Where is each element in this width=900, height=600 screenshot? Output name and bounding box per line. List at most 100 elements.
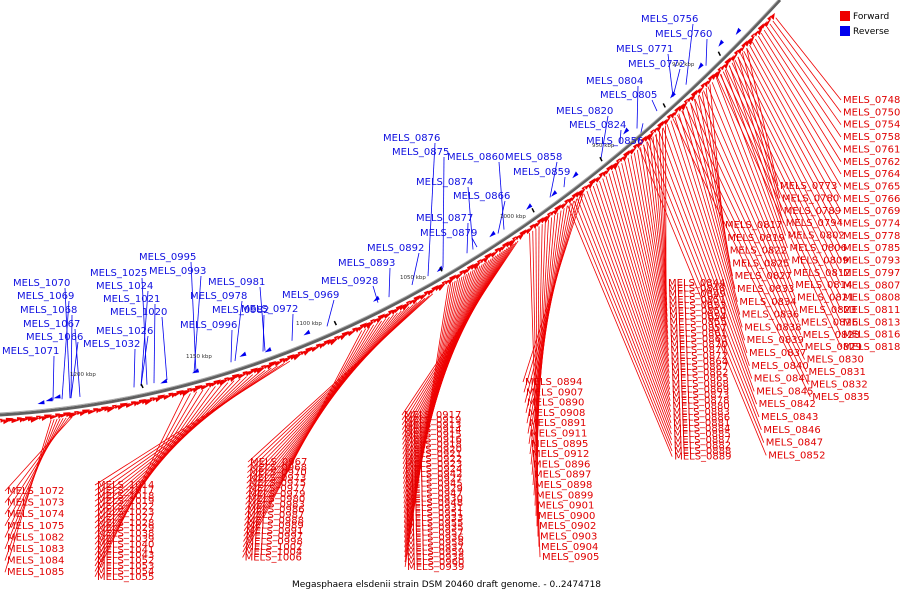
forward-gene bbox=[484, 252, 492, 261]
forward-gene-label: MELS_0819 bbox=[727, 233, 784, 244]
forward-gene-label: MELS_0899 bbox=[536, 490, 593, 501]
forward-gene-label-leader bbox=[658, 131, 755, 392]
forward-gene bbox=[274, 360, 285, 367]
forward-gene bbox=[174, 392, 182, 397]
forward-gene-label: MELS_0855 bbox=[669, 317, 726, 328]
forward-gene-label: MELS_0813 bbox=[843, 317, 900, 328]
forward-gene-label-leader bbox=[94, 389, 204, 561]
forward-gene bbox=[512, 235, 517, 241]
legend-reverse-swatch bbox=[840, 26, 850, 36]
forward-gene bbox=[673, 109, 679, 116]
forward-gene-label: MELS_0908 bbox=[528, 408, 585, 419]
forward-gene-label-leader bbox=[630, 155, 669, 345]
forward-gene-label: MELS_1022 bbox=[97, 502, 154, 513]
forward-gene-label-leader bbox=[404, 278, 461, 543]
reverse-gene bbox=[37, 400, 45, 405]
forward-gene-label: MELS_0881 bbox=[673, 418, 730, 429]
forward-gene-label-leader bbox=[694, 99, 733, 277]
forward-gene-label-leader bbox=[404, 276, 463, 538]
forward-gene-label-leader bbox=[654, 134, 757, 405]
forward-gene-label: MELS_0814 bbox=[795, 280, 852, 291]
forward-gene-label-leader bbox=[242, 330, 363, 558]
forward-gene-label-leader bbox=[755, 38, 842, 187]
reverse-leader bbox=[153, 303, 156, 384]
forward-gene-label-leader bbox=[722, 71, 842, 323]
forward-gene-label-leader bbox=[94, 360, 291, 486]
forward-gene-label: MELS_0931 bbox=[406, 503, 463, 514]
forward-gene-label: MELS_0914 bbox=[404, 425, 461, 436]
forward-gene-label-leader bbox=[698, 94, 800, 323]
reverse-leader bbox=[262, 314, 265, 352]
reverse-gene-label: MELS_0996 bbox=[180, 320, 237, 331]
forward-gene-label: MELS_0754 bbox=[843, 120, 900, 131]
forward-gene-label: MELS_0905 bbox=[542, 552, 599, 563]
reverse-leader bbox=[705, 38, 708, 66]
forward-gene-label-leader bbox=[624, 160, 669, 356]
forward-gene-label-leader bbox=[602, 178, 671, 396]
forward-gene-label-leader bbox=[4, 418, 61, 538]
forward-gene bbox=[394, 307, 401, 314]
forward-gene-label: MELS_0970 bbox=[249, 468, 306, 479]
forward-gene-label: MELS_0873 bbox=[672, 390, 729, 401]
forward-gene bbox=[149, 397, 155, 401]
forward-gene-label: MELS_0980 bbox=[248, 494, 305, 505]
forward-gene-label: MELS_0942 bbox=[405, 469, 462, 480]
forward-gene-label-leader bbox=[4, 418, 64, 526]
gene-labels: MELS_0756 MELS_0760 MELS_0771 MELS_0772 MELS… bbox=[2, 14, 900, 583]
reverse-leader bbox=[497, 200, 506, 234]
forward-gene-label: MELS_0986 bbox=[247, 505, 304, 516]
reverse-gene-label: MELS_1070 bbox=[13, 278, 70, 289]
forward-gene bbox=[650, 128, 655, 134]
reverse-gene-label: MELS_0756 bbox=[641, 14, 698, 25]
forward-gene-label: MELS_1082 bbox=[7, 532, 64, 543]
forward-gene-label: MELS_0864 bbox=[671, 356, 728, 367]
forward-gene-label: MELS_0847 bbox=[766, 438, 823, 449]
reverse-leader bbox=[140, 335, 149, 387]
forward-gene-label: MELS_0975 bbox=[249, 478, 306, 489]
reverse-leader bbox=[466, 222, 469, 254]
forward-gene-label: MELS_0853 bbox=[669, 300, 726, 311]
reverse-gene-label: MELS_1068 bbox=[20, 305, 77, 316]
reverse-leader bbox=[64, 287, 71, 399]
forward-gene-label-leader bbox=[94, 363, 284, 491]
forward-gene-label: MELS_0983 bbox=[248, 499, 305, 510]
forward-gene-label: MELS_1074 bbox=[7, 509, 64, 520]
forward-gene-label: MELS_0955 bbox=[406, 518, 463, 529]
legend-reverse-label: Reverse bbox=[853, 27, 890, 37]
forward-gene-label-leader bbox=[589, 188, 672, 418]
forward-gene-label: MELS_0921 bbox=[405, 449, 462, 460]
forward-gene-label: MELS_1072 bbox=[7, 486, 64, 497]
forward-gene-label: MELS_0823 bbox=[799, 305, 856, 316]
forward-gene bbox=[646, 131, 655, 141]
forward-gene-label-leader bbox=[646, 141, 762, 430]
forward-gene-label-leader bbox=[4, 419, 52, 573]
forward-gene-label: MELS_0897 bbox=[534, 470, 591, 481]
forward-gene-label: MELS_0895 bbox=[531, 439, 588, 450]
tick-label: 950 kbp bbox=[592, 143, 615, 149]
forward-gene bbox=[598, 171, 603, 178]
forward-gene bbox=[200, 384, 211, 391]
tick-mark bbox=[717, 51, 722, 56]
forward-gene-label-leader bbox=[716, 77, 842, 348]
forward-gene bbox=[717, 66, 722, 72]
forward-gene bbox=[604, 168, 611, 175]
reverse-gene-label: MELS_0874 bbox=[416, 177, 473, 188]
forward-gene-label: MELS_0922 bbox=[405, 454, 462, 465]
forward-gene-label: MELS_0868 bbox=[672, 379, 729, 390]
forward-gene-label: MELS_1085 bbox=[7, 567, 64, 578]
forward-gene-label: MELS_0840 bbox=[751, 361, 808, 372]
reverse-gene-label: MELS_0772 bbox=[628, 59, 685, 70]
reverse-leader bbox=[74, 328, 81, 397]
forward-gene bbox=[187, 387, 192, 392]
forward-gene-label: MELS_1023 bbox=[97, 507, 154, 518]
forward-gene bbox=[683, 98, 688, 104]
forward-gene bbox=[136, 401, 144, 406]
reverse-leader bbox=[498, 161, 505, 230]
forward-gene-label-leader bbox=[682, 109, 741, 315]
forward-gene bbox=[703, 80, 709, 88]
forward-gene bbox=[500, 244, 507, 251]
forward-gene-label-leader bbox=[772, 20, 842, 113]
forward-gene-label: MELS_0884 bbox=[673, 424, 730, 435]
forward-gene-label-leader bbox=[703, 90, 798, 311]
forward-gene bbox=[707, 73, 715, 82]
